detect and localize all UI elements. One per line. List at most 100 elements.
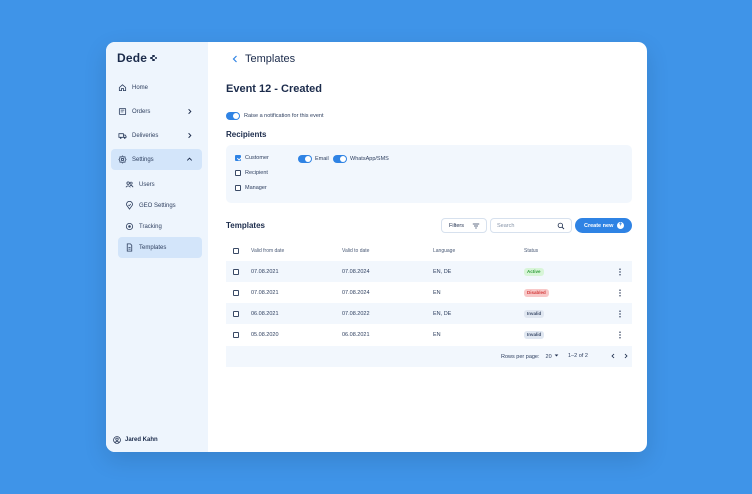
table-header-row: Valid from date Valid to date Language S… <box>226 240 632 261</box>
table-row[interactable]: 05.08.2020 06.08.2021 EN Invalid <box>226 324 632 345</box>
rows-per-page-value: 20 <box>545 353 552 360</box>
gear-icon <box>118 155 127 164</box>
create-new-button[interactable]: Create new + <box>575 218 632 233</box>
chevron-up-icon <box>185 155 194 164</box>
sidebar-item-label: Templates <box>139 244 167 251</box>
chevron-right-icon <box>185 107 194 116</box>
column-header[interactable]: Valid to date <box>342 247 370 254</box>
manager-checkbox[interactable] <box>235 185 241 191</box>
sidebar-item-users[interactable]: Users <box>118 174 202 195</box>
logo[interactable]: Dede <box>117 51 158 65</box>
table-row[interactable]: 06.08.2021 07.08.2022 EN, DE Invalid <box>226 303 632 324</box>
column-header[interactable]: Status <box>524 247 539 254</box>
caret-down-icon <box>554 353 559 360</box>
table-row[interactable]: 07.08.2021 07.08.2024 EN Disabled <box>226 282 632 303</box>
table-pagination: Rows per page: 20 1–2 of 2 <box>226 346 632 367</box>
rows-per-page-label: Rows per page: <box>501 353 540 360</box>
more-options-icon[interactable] <box>617 267 623 276</box>
plus-icon: + <box>617 222 624 229</box>
pagination-range: 1–2 of 2 <box>568 353 588 359</box>
valid-to-cell: 07.08.2022 <box>342 310 370 317</box>
rows-per-page: Rows per page: 20 <box>501 353 559 360</box>
valid-to-cell: 07.08.2024 <box>342 289 370 296</box>
user-name: Jared Kahn <box>125 437 158 443</box>
more-options-icon[interactable] <box>617 288 623 297</box>
status-badge: Disabled <box>524 288 549 297</box>
more-options-icon[interactable] <box>617 330 623 339</box>
sidebar: Dede Home Orders Deliveries Settings Us <box>106 42 208 452</box>
row-checkbox[interactable] <box>233 331 239 338</box>
sidebar-item-label: Home <box>132 84 149 91</box>
row-checkbox[interactable] <box>233 289 239 296</box>
page-title: Templates <box>245 53 296 65</box>
valid-to-cell: 07.08.2024 <box>342 268 370 275</box>
recipient-label: Recipient <box>245 170 268 176</box>
create-label: Create new <box>584 222 614 229</box>
language-cell: EN <box>433 289 441 296</box>
next-page-icon[interactable] <box>622 352 630 360</box>
filters-button[interactable]: Filters <box>441 218 487 233</box>
sidebar-item-label: Deliveries <box>132 132 159 139</box>
sidebar-item-label: Orders <box>132 108 151 115</box>
orders-icon <box>118 107 127 116</box>
search-placeholder: Search <box>497 222 515 229</box>
page-header: Templates <box>230 53 295 65</box>
home-icon <box>118 83 127 92</box>
recipient-label: Manager <box>245 185 267 191</box>
column-header[interactable]: Language <box>433 247 456 254</box>
sidebar-item-deliveries[interactable]: Deliveries <box>111 125 202 146</box>
user-profile[interactable]: Jared Kahn <box>113 436 158 444</box>
notification-toggle-row: Raise a notification for this event <box>226 112 324 120</box>
user-avatar-icon <box>113 436 121 444</box>
recipient-label: Customer <box>245 155 269 161</box>
channel-whatsapp-sms: WhatsApp/SMS <box>333 155 389 163</box>
sidebar-item-home[interactable]: Home <box>111 77 202 98</box>
row-checkbox[interactable] <box>233 268 239 275</box>
chevron-right-icon <box>185 131 194 140</box>
search-input[interactable]: Search <box>490 218 572 233</box>
more-options-icon[interactable] <box>617 309 623 318</box>
channel-email: Email <box>298 155 329 163</box>
channel-label: WhatsApp/SMS <box>350 156 389 162</box>
rows-per-page-select[interactable]: 20 <box>546 353 559 360</box>
customer-checkbox[interactable] <box>235 155 241 161</box>
sidebar-item-geo-settings[interactable]: GEO Settings <box>118 195 202 216</box>
search-icon <box>557 222 565 230</box>
channel-label: Email <box>315 156 329 162</box>
valid-from-cell: 07.08.2021 <box>251 289 279 296</box>
row-checkbox[interactable] <box>233 310 239 317</box>
geo-icon <box>125 201 134 210</box>
recipients-title: Recipients <box>226 130 267 139</box>
recipients-panel: Customer Recipient Manager Email WhatsAp… <box>226 145 632 203</box>
language-cell: EN, DE <box>433 268 452 275</box>
status-badge: Invalid <box>524 309 545 318</box>
sidebar-item-templates[interactable]: Templates <box>118 237 202 258</box>
previous-page-icon[interactable] <box>609 352 617 360</box>
sidebar-item-tracking[interactable]: Tracking <box>118 216 202 237</box>
sidebar-item-label: GEO Settings <box>139 202 176 209</box>
select-all-checkbox[interactable] <box>233 247 239 254</box>
email-toggle[interactable] <box>298 155 312 163</box>
sidebar-item-label: Users <box>139 181 155 188</box>
table-row[interactable]: 07.08.2021 07.08.2024 EN, DE Active <box>226 261 632 282</box>
tracking-icon <box>125 222 134 231</box>
sidebar-item-orders[interactable]: Orders <box>111 101 202 122</box>
event-title: Event 12 - Created <box>226 83 322 95</box>
filters-label: Filters <box>449 222 464 229</box>
truck-icon <box>118 131 127 140</box>
sidebar-item-settings[interactable]: Settings <box>111 149 202 170</box>
language-cell: EN, DE <box>433 310 452 317</box>
status-badge: Invalid <box>524 330 545 339</box>
column-header[interactable]: Valid from date <box>251 247 285 254</box>
recipient-row-customer: Customer <box>235 155 269 161</box>
recipient-row-manager: Manager <box>235 185 267 191</box>
whatsapp-sms-toggle[interactable] <box>333 155 347 163</box>
back-chevron-icon[interactable] <box>230 54 240 64</box>
valid-from-cell: 06.08.2021 <box>251 310 279 317</box>
recipient-checkbox[interactable] <box>235 170 241 176</box>
valid-from-cell: 05.08.2020 <box>251 331 279 338</box>
sidebar-item-label: Settings <box>132 156 154 163</box>
valid-to-cell: 06.08.2021 <box>342 331 370 338</box>
notification-toggle[interactable] <box>226 112 240 120</box>
main-content: Templates Event 12 - Created Raise a not… <box>208 42 647 452</box>
